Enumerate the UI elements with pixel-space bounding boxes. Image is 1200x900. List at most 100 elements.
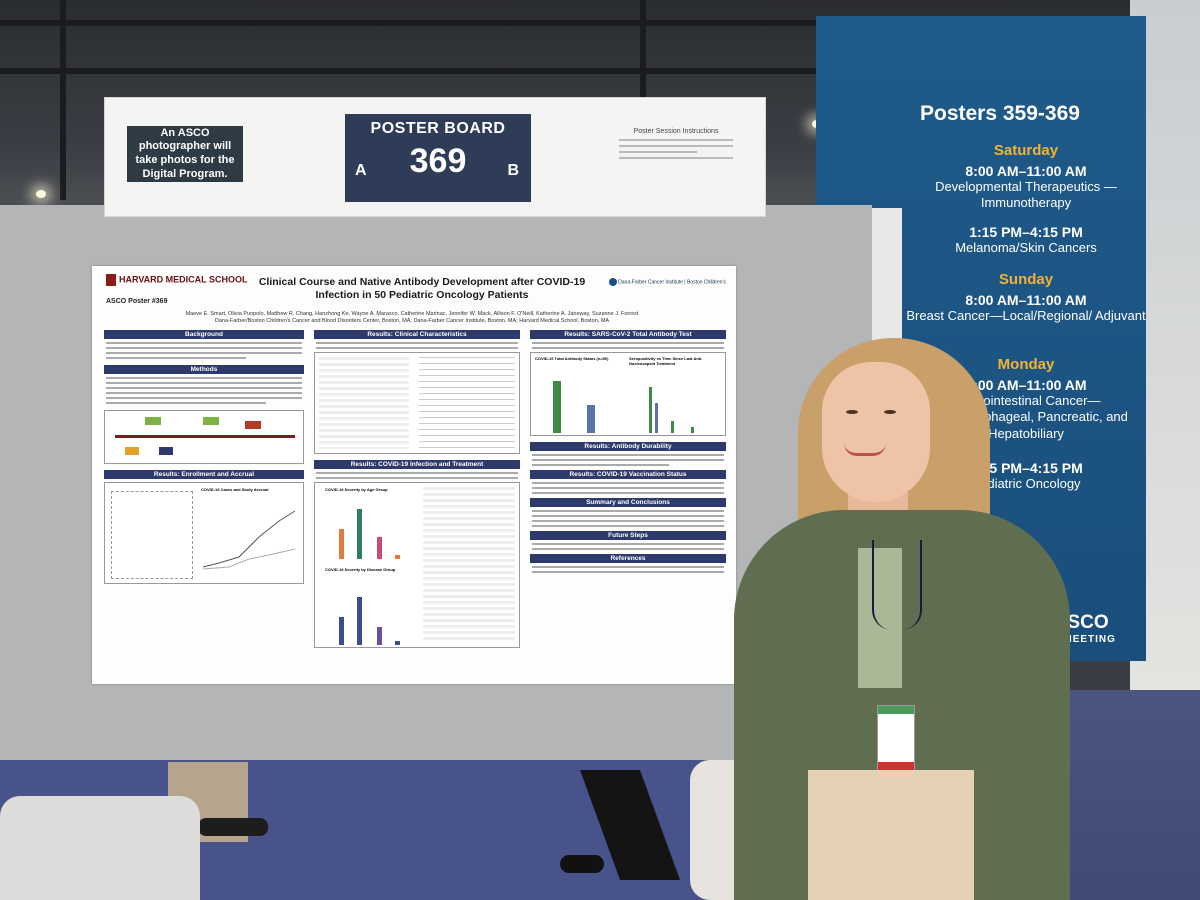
shield-icon xyxy=(106,274,116,286)
section-header: References xyxy=(530,554,726,563)
poster-id: ASCO Poster #369 xyxy=(106,298,168,305)
research-poster: HARVARD MEDICAL SCHOOL ASCO Poster #369 … xyxy=(92,266,736,684)
text-line xyxy=(532,515,724,517)
text-line xyxy=(619,145,733,147)
ceiling-truss xyxy=(0,68,880,74)
section-header: Results: Antibody Durability xyxy=(530,442,726,451)
flow-box xyxy=(245,421,261,429)
text-line xyxy=(316,342,518,344)
text-line xyxy=(532,459,724,461)
text-line xyxy=(316,347,518,349)
section-header: Results: Enrollment and Accrual xyxy=(104,470,304,479)
text-line xyxy=(106,342,302,344)
sign-session: Sunday 8:00 AM–11:00 AM Breast Cancer—Lo… xyxy=(906,271,1146,324)
text-line xyxy=(532,482,724,484)
sign-topic: Melanoma/Skin Cancers xyxy=(955,240,1097,255)
sign-footer-sub: NUAL MEETING xyxy=(1028,634,1116,645)
sign-session: 1:15 PM–4:15 PM Melanoma/Skin Cancers xyxy=(906,220,1146,256)
badge-ribbon xyxy=(878,762,914,772)
cases-line xyxy=(202,548,296,570)
antibody-bar xyxy=(553,381,561,433)
total-ab-title: COVID-19 Total Antibody Status (n=50) xyxy=(535,356,609,361)
text-line xyxy=(106,382,302,384)
poster-column-2: Results: Clinical Characteristics Result… xyxy=(314,330,520,648)
text-line xyxy=(106,357,246,359)
severity-bar xyxy=(339,529,344,559)
sign-topic: Breast Cancer—Local/Regional/ Adjuvant xyxy=(906,308,1146,323)
antibody-bar xyxy=(649,387,652,433)
sign-time: 1:15 PM–4:15 PM xyxy=(969,460,1083,476)
methods-flow-diagram xyxy=(104,410,304,464)
session-instructions: Poster Session Instructions xyxy=(611,128,741,192)
sign-time: 8:00 AM–11:00 AM xyxy=(965,292,1087,308)
passerby-shoe xyxy=(198,818,268,836)
poster-column-3: Results: SARS-CoV-2 Total Antibody Test … xyxy=(530,330,726,576)
clinical-table xyxy=(314,352,520,454)
instructions-title: Poster Session Instructions xyxy=(633,128,719,135)
text-line xyxy=(106,347,302,349)
text-line xyxy=(532,543,724,545)
severity-bar xyxy=(395,641,400,645)
seated-visitor xyxy=(560,760,770,900)
text-line xyxy=(532,454,724,456)
presenter-smile xyxy=(844,443,886,456)
flow-box xyxy=(203,417,219,425)
severity-disease-title: COVID-19 Severity by Disease Group xyxy=(325,567,396,572)
section-header: Results: COVID-19 Vaccination Status xyxy=(530,470,726,479)
poster-title: Clinical Course and Native Antibody Deve… xyxy=(258,276,586,302)
section-header: Summary and Conclusions xyxy=(530,498,726,507)
antibody-bar xyxy=(587,405,595,433)
text-line xyxy=(532,520,724,522)
accrual-line-chart xyxy=(202,510,296,570)
partner-logos: Dana-Farber Cancer Institute | Boston Ch… xyxy=(608,278,726,286)
poster-board-header: An ASCO photographer will take photos fo… xyxy=(104,97,766,217)
text-line xyxy=(106,402,266,404)
sign-session: Saturday 8:00 AM–11:00 AM Developmental … xyxy=(906,142,1146,212)
severity-bar xyxy=(339,617,344,645)
institution-name: HARVARD MEDICAL SCHOOL xyxy=(119,274,248,285)
severity-bar xyxy=(357,597,362,645)
antibody-bar xyxy=(671,421,674,433)
text-line xyxy=(619,151,697,153)
text-line xyxy=(532,548,724,550)
flow-box xyxy=(145,417,161,425)
enrollment-flowchart xyxy=(111,491,193,579)
severity-bar xyxy=(357,509,362,559)
photographer-note: An ASCO photographer will take photos fo… xyxy=(127,126,243,182)
ceiling-truss xyxy=(0,20,900,26)
sign-day: Sunday xyxy=(998,271,1054,288)
antibody-bar xyxy=(655,403,658,433)
text-line xyxy=(532,510,724,512)
seropositivity-title: Seropositivity vs Time Since Last Anti-N… xyxy=(629,356,703,366)
severity-bar xyxy=(395,555,400,559)
partner-logo-text: Dana-Farber Cancer Institute | Boston Ch… xyxy=(618,279,726,286)
text-line xyxy=(532,464,670,466)
timeline-bar xyxy=(115,435,295,438)
board-side-a: A xyxy=(355,162,367,179)
severity-bar xyxy=(377,627,382,645)
section-header: Methods xyxy=(104,365,304,374)
cancer-diagnoses-chart xyxy=(419,357,515,449)
poster-board-number: POSTER BOARD 369 A B xyxy=(345,114,531,202)
flow-box xyxy=(125,447,139,455)
harvard-logo: HARVARD MEDICAL SCHOOL xyxy=(106,274,248,286)
presenter-eye xyxy=(884,410,896,414)
enrollment-charts: COVID-19 Cases and Study Accrual xyxy=(104,482,304,584)
badge-header xyxy=(878,706,914,714)
sign-topic: Pediatric Oncology xyxy=(971,476,1081,491)
text-line xyxy=(316,472,518,474)
author-list: Maeve E. Smart, Olivia Puopolo, Matthew … xyxy=(185,311,639,317)
affiliations: Dana-Farber/Boston Children's Cancer and… xyxy=(214,318,610,325)
section-header: Results: Clinical Characteristics xyxy=(314,330,520,339)
presenter-face xyxy=(822,362,930,502)
text-line xyxy=(106,387,302,389)
text-line xyxy=(532,525,724,527)
text-line xyxy=(532,347,724,349)
antibody-bar xyxy=(691,427,694,433)
ceiling-truss xyxy=(640,0,646,100)
severity-age-title: COVID-19 Severity by Age Group xyxy=(325,487,388,492)
sign-time: 8:00 AM–11:00 AM xyxy=(965,377,1087,393)
presenter-eye xyxy=(846,410,858,414)
antibody-charts: COVID-19 Total Antibody Status (n=50) Se… xyxy=(530,352,726,436)
sign-day: Saturday xyxy=(993,142,1059,159)
